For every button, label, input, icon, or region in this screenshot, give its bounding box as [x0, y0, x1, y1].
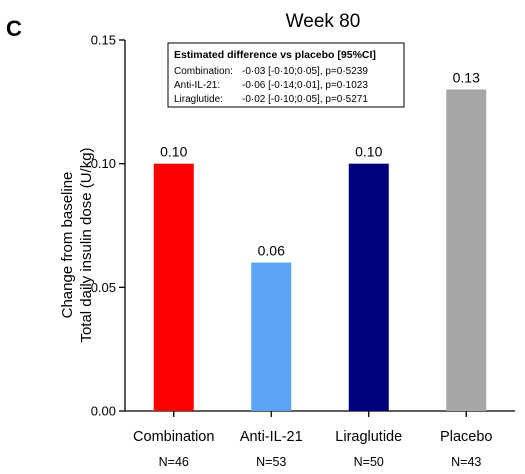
bar — [446, 89, 487, 411]
sample-size-label: N=43 — [451, 455, 481, 469]
bar — [153, 163, 194, 411]
sample-size-label: N=50 — [354, 455, 384, 469]
data-label: 0.10 — [160, 144, 187, 160]
bars: 0.10 0.06 0.10 0.13 — [153, 69, 487, 411]
annotation-row-label-1: Combination: — [174, 66, 233, 77]
sample-size-label: N=46 — [159, 455, 189, 469]
annotation-border — [167, 42, 405, 108]
y-axis-label-line-1: Change from baseline — [59, 172, 76, 319]
y-axis-label: Change from baseline Total daily insulin… — [59, 147, 95, 342]
annotation-row-text-2: -0·06 [-0·14;0·01], p=0·1023 — [242, 80, 368, 91]
y-axis-label-line-2: Total daily insulin dose (U/kg) — [78, 147, 95, 342]
x-tick-label: Liraglutide — [335, 429, 402, 445]
bar — [348, 163, 389, 411]
x-tick-label: Combination — [133, 429, 214, 445]
y-axis-ticks: 0.00 0.05 0.10 0.15 — [91, 33, 125, 419]
x-axis-labels: Combination N=46 Anti-IL-21 N=53 Liraglutide… — [133, 411, 492, 469]
annotation-row-label-2: Anti-IL-21: — [174, 80, 220, 91]
annotation-row-label-3: Liraglutide: — [174, 94, 223, 105]
data-label: 0.13 — [453, 69, 480, 85]
chart-title: Week 80 — [286, 11, 361, 32]
annotation-box: Estimated difference vs placebo [95%CI] … — [167, 42, 405, 108]
y-tick-label: 0.15 — [91, 33, 116, 48]
y-tick-label: 0.00 — [91, 404, 116, 419]
y-tick-label: 0.05 — [91, 280, 116, 295]
y-tick-label: 0.10 — [91, 156, 116, 171]
annotation-title: Estimated difference vs placebo [95%CI] — [174, 49, 376, 61]
x-tick-label: Placebo — [440, 429, 492, 445]
panel-letter: C — [6, 16, 22, 41]
data-label: 0.10 — [355, 144, 382, 160]
annotation-row-text-1: -0·03 [-0·10;0·05], p=0·5239 — [242, 66, 368, 77]
x-tick-label: Anti-IL-21 — [240, 429, 303, 445]
annotation-row-text-3: -0·02 [-0·10;0·05], p=0·5271 — [242, 94, 368, 105]
data-label: 0.06 — [258, 243, 285, 259]
sample-size-label: N=53 — [256, 455, 286, 469]
bar — [251, 262, 292, 411]
